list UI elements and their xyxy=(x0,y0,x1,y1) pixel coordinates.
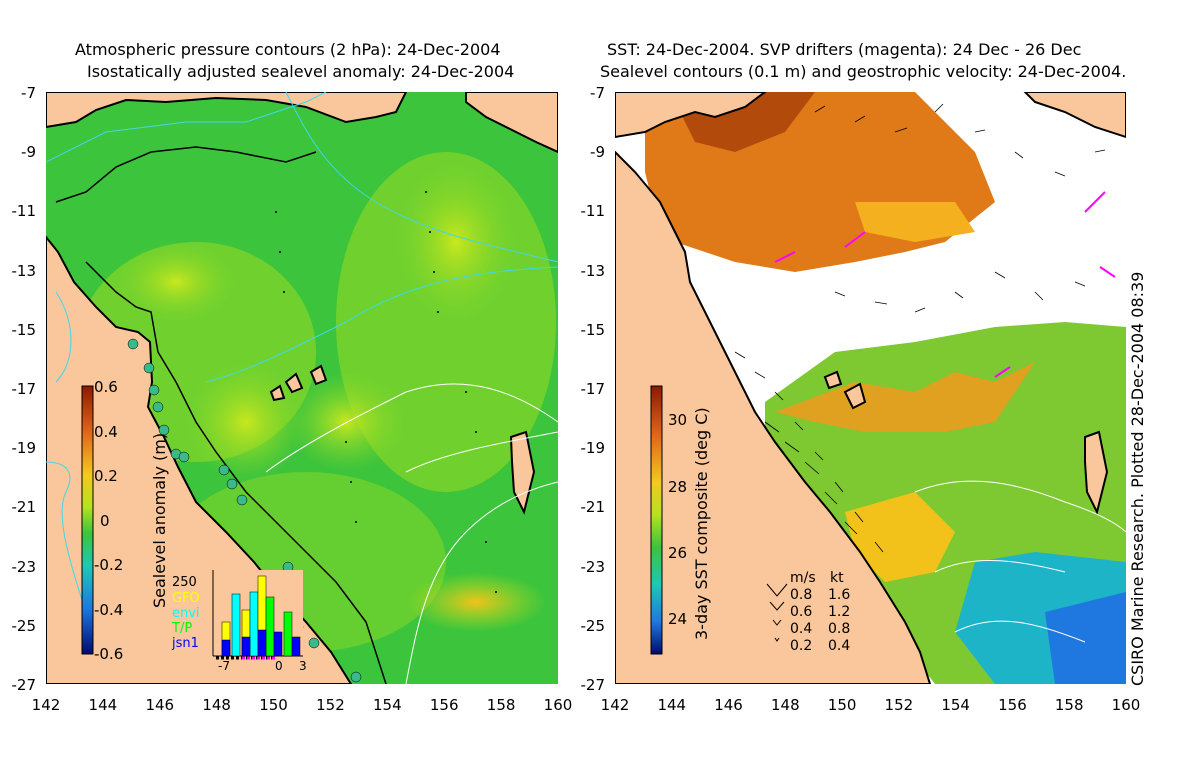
legend-gfo: GFO xyxy=(172,591,200,606)
right-x-tick: 146 xyxy=(714,696,743,714)
legend-jsn1: jsn1 xyxy=(172,636,199,651)
credit-text: CSIRO Marine Research. Plotted 28-Dec-20… xyxy=(1128,271,1147,686)
left-y-tick: -15 xyxy=(11,320,37,339)
right-y-tick: -9 xyxy=(590,143,605,162)
right-y-tick: -17 xyxy=(580,380,606,398)
right-title-line2: Sealevel contours (0.1 m) and geostrophi… xyxy=(600,62,1127,81)
histogram-plot xyxy=(212,570,303,660)
right-y-tick: -27 xyxy=(580,676,606,694)
right-y-tick: -21 xyxy=(580,498,606,517)
velocity-legend-arrows xyxy=(766,583,788,642)
right-y-tick: -23 xyxy=(580,557,606,576)
right-x-tick: 158 xyxy=(1054,696,1084,714)
right-y-tick: -7 xyxy=(590,84,605,102)
right-x-tick: 148 xyxy=(771,696,800,714)
right-x-tick: 152 xyxy=(884,696,914,714)
left-map xyxy=(46,92,558,684)
left-x-tick: 148 xyxy=(202,696,231,714)
left-y-tick: -13 xyxy=(11,261,37,280)
legend-tp: T/P xyxy=(172,621,193,636)
tide-gauge-markers xyxy=(127,338,362,683)
right-colorbar-label: 3-day SST composite (deg C) xyxy=(692,407,711,640)
left-y-tick: -21 xyxy=(11,498,37,517)
legend-envi: envi xyxy=(172,606,200,621)
left-y-tick: -23 xyxy=(11,557,37,576)
histogram-x-min: -7 xyxy=(218,659,230,673)
histogram-x-zero: 0 xyxy=(275,659,283,673)
histogram-ymax: 250 xyxy=(172,575,197,590)
left-x-tick: 150 xyxy=(259,696,288,714)
left-y-tick: -25 xyxy=(11,616,37,635)
right-x-tick: 142 xyxy=(600,696,630,714)
left-x-tick: 146 xyxy=(145,696,175,714)
right-y-tick: -15 xyxy=(580,320,606,339)
shelf-contour xyxy=(55,146,387,684)
right-y-tick: -25 xyxy=(580,616,606,635)
right-x-tick: 154 xyxy=(941,696,970,714)
new-caledonia xyxy=(509,430,536,515)
right-x-tick: 160 xyxy=(1111,696,1141,714)
png-landmass xyxy=(46,92,408,129)
left-title-line2: Isostatically adjusted sealevel anomaly:… xyxy=(87,62,515,81)
left-title-line1: Atmospheric pressure contours (2 hPa): 2… xyxy=(75,40,501,59)
left-colorbar-label: Sealevel anomaly (m) xyxy=(150,432,169,608)
left-x-tick: 160 xyxy=(543,696,573,714)
left-x-tick: 156 xyxy=(429,696,459,714)
left-x-tick: 154 xyxy=(373,696,402,714)
left-x-tick: 152 xyxy=(316,696,345,714)
left-y-tick: -19 xyxy=(11,439,37,458)
geostrophic-arrows xyxy=(734,103,1106,553)
right-y-tick: -19 xyxy=(580,439,606,458)
sst-colorbar xyxy=(650,385,663,655)
drifter-tracks xyxy=(774,191,1116,378)
right-title-line1: SST: 24-Dec-2004. SVP drifters (magenta)… xyxy=(607,40,1082,59)
histogram-x-max: 3 xyxy=(299,659,307,673)
right-x-tick: 156 xyxy=(998,696,1027,714)
right-y-tick: -11 xyxy=(580,202,606,221)
left-x-tick: 144 xyxy=(88,696,118,714)
right-x-tick: 150 xyxy=(827,696,857,714)
left-y-tick: -7 xyxy=(21,84,36,102)
left-x-tick: 142 xyxy=(31,696,61,714)
left-x-tick: 158 xyxy=(486,696,516,714)
australia-landmass xyxy=(46,235,353,684)
left-y-tick: -11 xyxy=(11,202,37,221)
right-map xyxy=(615,92,1126,684)
left-y-tick: -27 xyxy=(11,676,37,694)
left-y-tick: -9 xyxy=(21,143,36,162)
sealevel-colorbar xyxy=(81,385,94,655)
right-y-tick: -13 xyxy=(580,261,606,280)
left-y-tick: -17 xyxy=(11,380,37,398)
right-x-tick: 144 xyxy=(657,696,687,714)
australia-landmass-right xyxy=(615,150,932,684)
